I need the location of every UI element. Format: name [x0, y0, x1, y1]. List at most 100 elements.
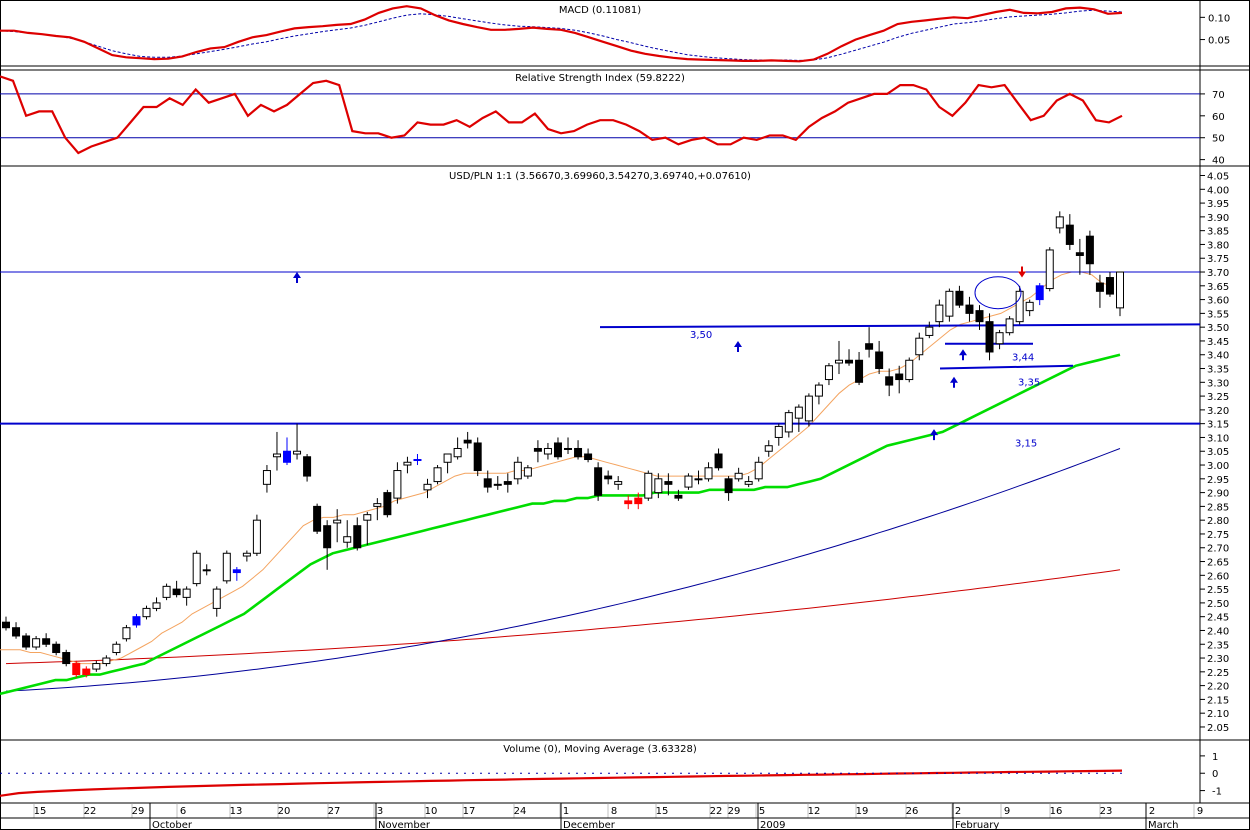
x-day-label: 9 — [1004, 806, 1010, 817]
price-tick-label: 3.80 — [1207, 240, 1229, 251]
price-tick-label: 4.05 — [1207, 172, 1229, 183]
up-arrow-icon — [959, 349, 967, 361]
candle-body — [22, 635, 31, 648]
candle-body — [895, 373, 904, 381]
price-tick-label: 2.80 — [1207, 516, 1229, 527]
candle-body — [915, 337, 924, 356]
rsi-tick-label: 50 — [1212, 134, 1225, 145]
candle-body — [423, 483, 432, 491]
candle-body — [724, 478, 733, 494]
volume-tick-label: 1 — [1212, 752, 1218, 763]
candle-body — [1005, 318, 1014, 334]
level-label-344: 3,44 — [1012, 353, 1034, 364]
x-day-label: 8 — [611, 806, 617, 817]
candle-body — [935, 304, 944, 323]
candle-body — [845, 359, 854, 364]
up-arrow-icon — [734, 340, 742, 352]
x-day-label: 6 — [180, 806, 186, 817]
candle-body — [343, 536, 352, 543]
up-arrow-icon — [930, 429, 938, 441]
price-tick-label: 2.85 — [1207, 502, 1229, 513]
candle-body — [523, 467, 532, 477]
x-day-label: 26 — [906, 806, 919, 817]
price-tick-label: 3.05 — [1207, 447, 1229, 458]
price-tick-label: 3.20 — [1207, 406, 1229, 417]
candle-body — [102, 657, 111, 665]
candle-body — [72, 663, 81, 676]
x-day-label: 29 — [728, 806, 741, 817]
candle-body — [664, 481, 673, 485]
x-day-label: 12 — [808, 806, 821, 817]
candle-body — [875, 351, 884, 370]
candle-body — [744, 481, 753, 485]
candle-body — [794, 406, 803, 419]
candle-body — [925, 326, 934, 336]
level-label-335: 3,35 — [1018, 378, 1040, 389]
candle-body — [62, 652, 71, 665]
candle-body — [955, 290, 964, 306]
candle-body — [413, 459, 422, 462]
x-month-label: October — [152, 820, 193, 830]
ma-fast-line — [0, 271, 1113, 665]
price-tick-label: 2.05 — [1207, 723, 1229, 734]
candle-body — [634, 497, 643, 505]
candle-body — [403, 461, 412, 466]
volume-tick-label: 0 — [1212, 769, 1218, 780]
candle-body — [363, 514, 372, 521]
ma-long-line — [5, 569, 1121, 665]
rsi-tick-label: 40 — [1212, 156, 1225, 167]
x-day-label: 16 — [1050, 806, 1063, 817]
candle-body — [905, 359, 914, 381]
price-tick-label: 2.95 — [1207, 475, 1229, 486]
candle-body — [12, 627, 21, 637]
x-day-label: 17 — [463, 806, 476, 817]
macd-signal-line — [0, 9, 1123, 61]
candle-body — [433, 467, 442, 483]
candle-body — [995, 332, 1004, 345]
candle-body — [503, 481, 512, 485]
candle-body — [694, 478, 703, 481]
price-tick-label: 2.25 — [1207, 668, 1229, 679]
candle-body — [323, 525, 332, 549]
candle-body — [764, 445, 773, 452]
candle-body — [584, 453, 593, 461]
support-line-350 — [599, 323, 1201, 329]
x-day-label: 20 — [278, 806, 291, 817]
candle-body — [333, 519, 342, 524]
candle-body — [283, 450, 292, 463]
candle-body — [353, 525, 362, 549]
candle-body — [202, 569, 211, 572]
x-month-label: December — [563, 820, 616, 830]
candle-body — [945, 290, 954, 317]
candle-body — [453, 447, 462, 458]
candle-body — [654, 478, 663, 494]
level-label-315: 3,15 — [1015, 439, 1037, 450]
volume-ma-line — [0, 769, 1123, 797]
x-day-label: 10 — [425, 806, 438, 817]
price-tick-label: 3.85 — [1207, 227, 1229, 238]
candle-body — [192, 552, 201, 585]
candle-body — [232, 569, 241, 574]
candle-body — [383, 492, 392, 516]
rsi-title: Relative Strength Index (59.8222) — [515, 73, 685, 84]
price-tick-label: 2.10 — [1207, 709, 1229, 720]
candle-body — [172, 588, 181, 596]
candle-body — [313, 505, 322, 532]
candle-body — [1105, 277, 1114, 295]
candle-body — [644, 472, 653, 499]
candle-body — [553, 442, 562, 458]
candle-body — [242, 552, 251, 557]
candle-body — [513, 461, 522, 480]
x-day-label: 15 — [34, 806, 47, 817]
macd-tick-label: 0.05 — [1208, 36, 1230, 47]
price-tick-label: 2.70 — [1207, 544, 1229, 555]
candle-body — [393, 470, 402, 499]
candle-body — [604, 475, 613, 480]
candle-body — [734, 472, 743, 480]
x-day-label: 9 — [1197, 806, 1203, 817]
price-tick-label: 2.75 — [1207, 530, 1229, 541]
x-month-label: 2009 — [760, 820, 785, 830]
price-tick-label: 3.55 — [1207, 309, 1229, 320]
